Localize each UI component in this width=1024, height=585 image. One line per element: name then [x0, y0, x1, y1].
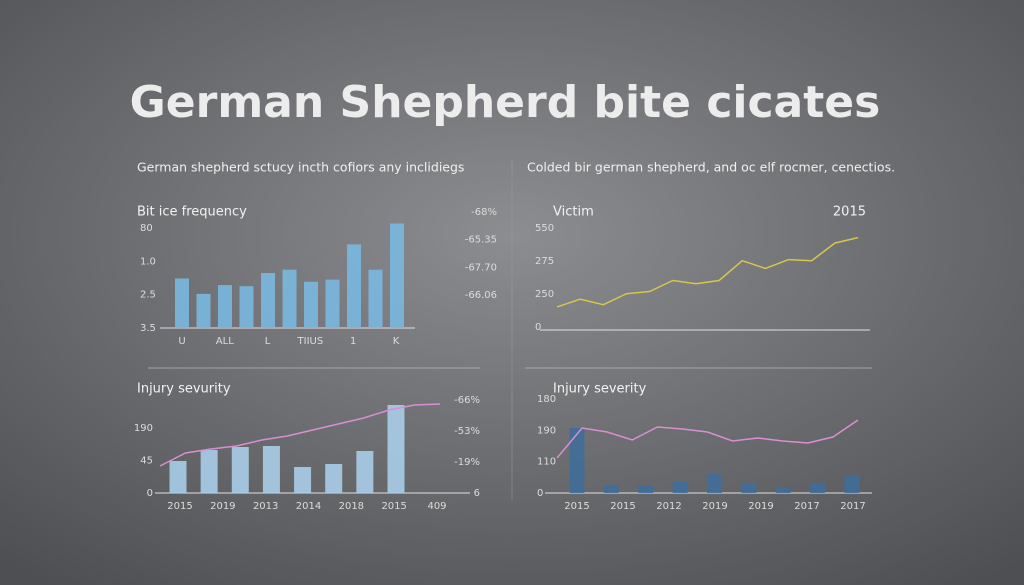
x-label: 2019	[210, 501, 235, 512]
y-label: 250	[535, 289, 554, 300]
right-label: -66%	[454, 395, 480, 406]
bar	[325, 464, 343, 493]
x-label: 1	[350, 336, 356, 347]
bar	[844, 475, 860, 493]
panel-label: Injury sevurity	[137, 382, 231, 397]
y-label: 45	[140, 456, 153, 467]
bar	[304, 281, 318, 328]
bar	[325, 279, 340, 328]
bar	[356, 451, 374, 493]
bar	[775, 488, 791, 493]
x-label: 2019	[702, 501, 727, 512]
subtitle: German shepherd sctucy incth cofiors any…	[137, 160, 464, 175]
right-label: -68%	[471, 207, 497, 218]
bar	[638, 485, 654, 493]
bar	[810, 483, 826, 493]
bar	[294, 467, 312, 493]
y-label: 190	[134, 423, 153, 434]
bar	[387, 405, 405, 493]
x-label: 2015	[610, 501, 635, 512]
x-label: 2017	[840, 501, 865, 512]
x-label: K	[393, 336, 400, 347]
x-label: 2018	[339, 501, 364, 512]
right-label: -53%	[454, 426, 480, 437]
bar	[196, 293, 211, 328]
x-label: U	[178, 336, 185, 347]
bar	[261, 273, 275, 328]
panel-label: Injury severity	[553, 382, 647, 397]
bar	[282, 269, 297, 328]
right-label: -67.70	[465, 262, 497, 273]
x-label: ALL	[216, 336, 234, 347]
y-label: 275	[535, 256, 554, 267]
bar	[231, 447, 249, 493]
y-label: 0	[147, 488, 153, 499]
y-label: 0	[537, 488, 543, 499]
x-label: TIIUS	[297, 336, 324, 347]
x-label: 2015	[564, 501, 589, 512]
bar	[218, 285, 232, 328]
right-label: -65.35	[465, 235, 497, 246]
line	[159, 403, 441, 467]
bar	[200, 450, 218, 493]
line	[556, 419, 859, 459]
panel-label: Bit ice frequency	[137, 205, 247, 220]
y-label: 80	[140, 223, 153, 234]
x-label: 2017	[794, 501, 819, 512]
y-label: 550	[535, 223, 554, 234]
x-label: 2013	[253, 501, 278, 512]
bar	[707, 474, 722, 493]
x-label: L	[265, 336, 271, 347]
right-label: -66.06	[465, 290, 497, 301]
x-label: 2012	[656, 501, 681, 512]
bar	[175, 278, 189, 328]
bar	[672, 482, 688, 493]
line	[556, 236, 859, 308]
bar	[239, 286, 254, 328]
y-label: 0	[535, 322, 541, 333]
x-label: 409	[427, 501, 446, 512]
x-label: 2015	[167, 501, 192, 512]
bar	[569, 428, 585, 493]
panel-corner-label: 2015	[833, 205, 866, 220]
bar	[603, 486, 619, 493]
x-label: 2015	[381, 501, 406, 512]
y-label: 3.5	[140, 323, 156, 334]
bar	[169, 461, 187, 493]
x-label: 2019	[748, 501, 773, 512]
subtitle: Colded bir german shepherd, and oc elf r…	[527, 160, 895, 175]
right-label: -19%	[454, 457, 480, 468]
y-label: 1.0	[140, 256, 156, 267]
x-label: 2014	[296, 501, 321, 512]
bar	[741, 483, 757, 493]
bar	[262, 446, 280, 493]
y-label: 190	[537, 425, 556, 436]
page-title: German Shepherd bite cicates	[130, 77, 881, 128]
bar	[347, 244, 361, 328]
panel-label: Victim	[553, 205, 594, 220]
y-label: 180	[537, 394, 556, 405]
bar	[368, 269, 383, 328]
y-label: 2.5	[140, 290, 156, 301]
right-label: 6	[474, 488, 480, 499]
bar	[390, 223, 404, 328]
y-label: 110	[537, 457, 556, 468]
